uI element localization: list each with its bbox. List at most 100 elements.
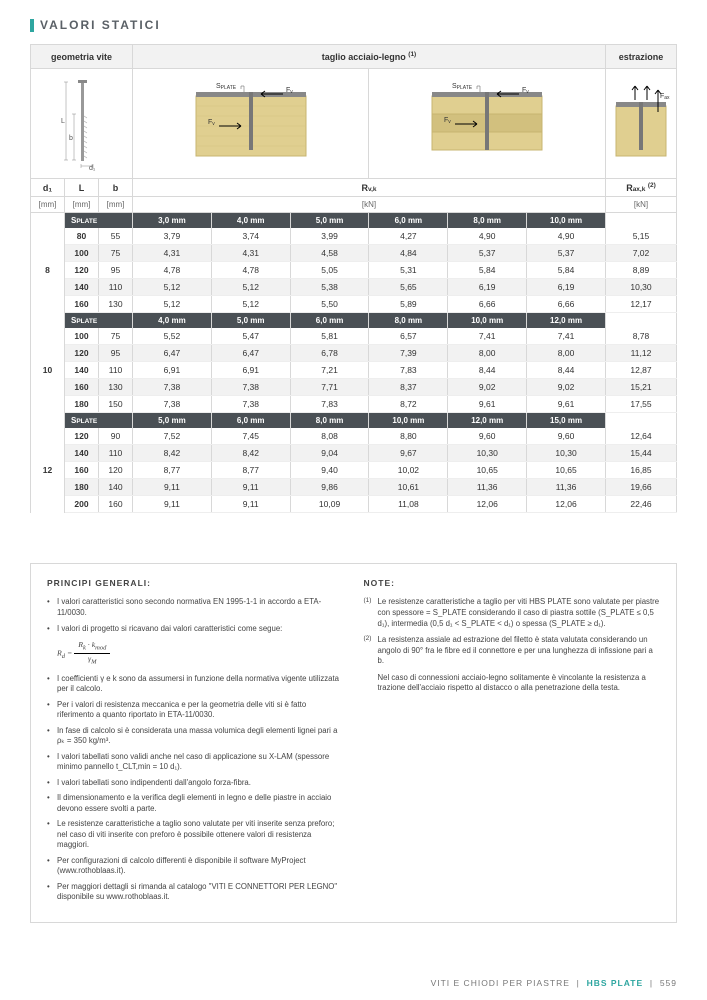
raxk-cell: 7,02 (606, 245, 677, 262)
footer-text2: HBS PLATE (587, 978, 644, 988)
L-cell: 120 (65, 428, 99, 445)
hdr-shear: taglio acciaio-legno (1) (133, 45, 606, 69)
rvk-cell: 5,84 (448, 262, 527, 279)
rvk-cell: 4,78 (133, 262, 212, 279)
unit-Raxk: [kN] (606, 197, 677, 213)
splate-col: 10,0 mm (448, 313, 527, 329)
section-title: VALORI STATICI (30, 18, 677, 32)
b-cell: 160 (99, 496, 133, 513)
d1-cell-empty (31, 245, 65, 262)
rvk-cell: 4,27 (369, 228, 448, 245)
L-cell: 80 (65, 228, 99, 245)
unit-L: [mm] (65, 197, 99, 213)
rvk-cell: 5,05 (290, 262, 369, 279)
L-cell: 120 (65, 262, 99, 279)
rvk-cell: 5,38 (290, 279, 369, 296)
rvk-cell: 3,99 (290, 228, 369, 245)
notes-left-item: I valori tabellati sono indipendenti dal… (47, 778, 344, 789)
col-d1: d₁ (31, 179, 65, 197)
splate-col: 6,0 mm (211, 413, 290, 429)
col-Raxk-sup: (2) (648, 182, 656, 189)
splate-col: 5,0 mm (211, 313, 290, 329)
rvk-cell: 7,38 (211, 396, 290, 413)
notes-left-item: Per maggiori dettagli si rimanda al cata… (47, 882, 344, 903)
b-cell: 75 (99, 245, 133, 262)
L-cell: 140 (65, 445, 99, 462)
b-cell: 130 (99, 296, 133, 313)
d1-cell: 12 (31, 462, 65, 479)
rvk-cell: 5,12 (133, 279, 212, 296)
raxk-cell: 15,44 (606, 445, 677, 462)
rvk-cell: 10,65 (448, 462, 527, 479)
rvk-cell: 8,42 (211, 445, 290, 462)
notes-left-item: In fase di calcolo si è considerata una … (47, 726, 344, 747)
raxk-cell: 11,12 (606, 345, 677, 362)
hdr-shear-sup: (1) (408, 51, 416, 58)
rvk-cell: 9,67 (369, 445, 448, 462)
notes-left-item: I valori tabellati sono validi anche nel… (47, 752, 344, 773)
diag-b-label: b (69, 135, 73, 142)
b-cell: 55 (99, 228, 133, 245)
b-cell: 130 (99, 379, 133, 396)
L-cell: 140 (65, 362, 99, 379)
rvk-cell: 6,91 (133, 362, 212, 379)
d1-cell-empty (31, 428, 65, 445)
rvk-cell: 4,90 (448, 228, 527, 245)
unit-Rvk: [kN] (133, 197, 606, 213)
rvk-cell: 9,86 (290, 479, 369, 496)
rvk-cell: 6,47 (211, 345, 290, 362)
rvk-cell: 8,77 (133, 462, 212, 479)
col-L: L (65, 179, 99, 197)
unit-d1: [mm] (31, 197, 65, 213)
rvk-cell: 8,00 (448, 345, 527, 362)
b-cell: 90 (99, 428, 133, 445)
rvk-cell: 9,60 (448, 428, 527, 445)
table-row: 100 755,525,475,816,577,417,418,78 (31, 328, 677, 345)
rvk-cell: 8,08 (290, 428, 369, 445)
raxk-cell: 22,46 (606, 496, 677, 513)
splate-col: 4,0 mm (211, 213, 290, 229)
rvk-cell: 9,02 (527, 379, 606, 396)
rvk-cell: 6,47 (133, 345, 212, 362)
diag-d1-label: d₁ (89, 165, 96, 171)
rvk-cell: 9,11 (133, 479, 212, 496)
table-row: 180 1409,119,119,8610,6111,3611,3619,66 (31, 479, 677, 496)
accent-bar (30, 19, 34, 32)
raxk-cell: 12,87 (606, 362, 677, 379)
raxk-cell: 16,85 (606, 462, 677, 479)
col-Rvk-sub: v,k (368, 186, 377, 193)
raxk-cell: 17,55 (606, 396, 677, 413)
rvk-cell: 8,44 (527, 362, 606, 379)
L-cell: 160 (65, 379, 99, 396)
notes-right-item: (1)Le resistenze caratteristiche a tagli… (364, 597, 661, 629)
b-cell: 95 (99, 262, 133, 279)
rvk-cell: 7,45 (211, 428, 290, 445)
rvk-cell: 11,08 (369, 496, 448, 513)
rvk-cell: 6,66 (448, 296, 527, 313)
rvk-cell: 7,38 (211, 379, 290, 396)
splate-header-row: SPLATE 5,0 mm6,0 mm8,0 mm10,0 mm12,0 mm1… (31, 413, 677, 429)
L-cell: 180 (65, 396, 99, 413)
rvk-cell: 5,12 (211, 279, 290, 296)
notes-right-extra: Nel caso di connessioni acciaio-legno so… (364, 673, 661, 694)
rvk-cell: 7,41 (527, 328, 606, 345)
rvk-cell: 9,02 (448, 379, 527, 396)
rvk-cell: 8,80 (369, 428, 448, 445)
rvk-cell: 7,83 (290, 396, 369, 413)
footer-text1: VITI E CHIODI PER PIASTRE (431, 978, 570, 988)
unit-b: [mm] (99, 197, 133, 213)
b-cell: 75 (99, 328, 133, 345)
b-cell: 110 (99, 445, 133, 462)
rvk-cell: 6,57 (369, 328, 448, 345)
splate-col: 10,0 mm (527, 213, 606, 229)
b-cell: 95 (99, 345, 133, 362)
rvk-cell: 4,31 (133, 245, 212, 262)
rvk-cell: 9,61 (448, 396, 527, 413)
splate-col: 5,0 mm (290, 213, 369, 229)
splate-col: 6,0 mm (369, 213, 448, 229)
d1-cell: 10 (31, 362, 65, 379)
b-cell: 150 (99, 396, 133, 413)
rvk-cell: 10,30 (527, 445, 606, 462)
diag1-fv1: Fv (286, 87, 293, 95)
b-cell: 110 (99, 362, 133, 379)
